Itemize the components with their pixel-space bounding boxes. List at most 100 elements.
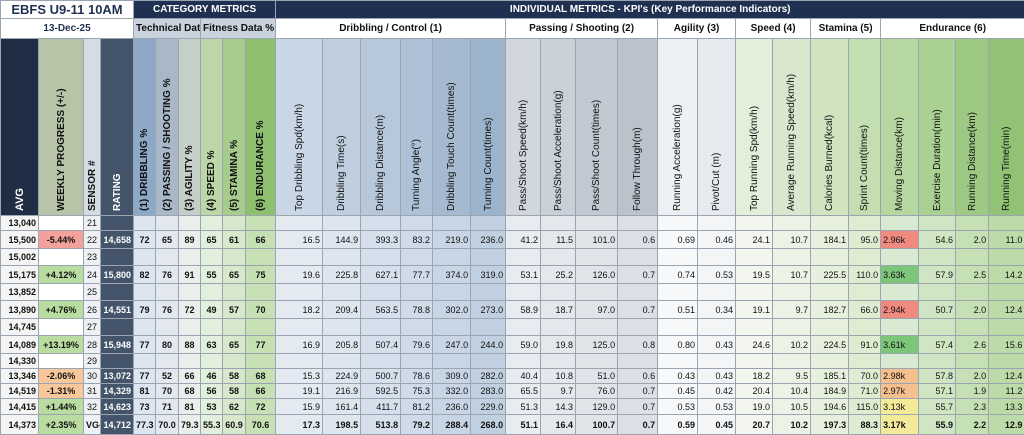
table-cell: 2.0: [956, 301, 989, 319]
table-cell: 3.13k: [881, 399, 919, 415]
table-cell: [541, 216, 576, 231]
column-header-text: Exercise Duration(min): [932, 51, 943, 211]
table-cell: [156, 319, 179, 336]
subgroup-header: Technical Data: [134, 19, 201, 39]
table-cell: 66: [246, 231, 276, 249]
table-cell: [246, 354, 276, 369]
column-header-text: Average Running Speed(km/h): [786, 51, 797, 211]
table-cell: 89: [179, 231, 201, 249]
table-cell: [201, 354, 223, 369]
table-cell: 22: [84, 231, 101, 249]
table-cell: [223, 249, 246, 266]
table-cell: [576, 354, 618, 369]
table-cell: 411.7: [361, 399, 401, 415]
table-cell: [201, 319, 223, 336]
table-cell: [576, 216, 618, 231]
column-header-text: (2) PASSING / SHOOTING %: [162, 51, 173, 211]
table-cell: [956, 216, 989, 231]
table-cell: 10.2: [773, 336, 811, 354]
table-cell: [433, 249, 471, 266]
table-cell: +4.76%: [39, 301, 84, 319]
table-cell: 29: [84, 354, 101, 369]
column-header: Dribbling Distance(m): [361, 39, 401, 216]
table-cell: 51.0: [576, 369, 618, 384]
column-header-text: Running Time(min): [1001, 51, 1012, 211]
column-header: Top Dribbling Spd(km/h): [276, 39, 323, 216]
table-cell: 91: [179, 266, 201, 284]
column-header-text: AVG: [14, 188, 26, 211]
table-cell: [618, 354, 658, 369]
table-cell: 77.7: [401, 266, 433, 284]
table-cell: [811, 284, 849, 301]
table-cell: [276, 319, 323, 336]
table-cell: 16.9: [276, 336, 323, 354]
table-cell: 0.45: [658, 384, 698, 399]
table-cell: [811, 354, 849, 369]
table-cell: [361, 284, 401, 301]
table-cell: 61: [223, 231, 246, 249]
table-cell: 14,330: [1, 354, 39, 369]
table-cell: 75: [246, 266, 276, 284]
table-cell: [201, 216, 223, 231]
table-cell: 209.4: [323, 301, 361, 319]
table-cell: 14,745: [1, 319, 39, 336]
table-cell: 65: [201, 231, 223, 249]
table-cell: [471, 284, 506, 301]
table-cell: 15,500: [1, 231, 39, 249]
table-cell: [361, 319, 401, 336]
table-cell: [323, 319, 361, 336]
table-cell: 225.5: [811, 266, 849, 284]
table-cell: 10.7: [773, 231, 811, 249]
table-cell: [134, 249, 156, 266]
table-cell: [736, 354, 773, 369]
table-cell: 11.0: [989, 231, 1024, 249]
table-cell: [201, 284, 223, 301]
table-cell: 57.9: [919, 266, 956, 284]
table-cell: [506, 284, 541, 301]
table-cell: 224.9: [323, 369, 361, 384]
table-cell: [134, 319, 156, 336]
column-header: Dribbling Time(s): [323, 39, 361, 216]
table-cell: 12.4: [989, 369, 1024, 384]
table-cell: 0.43: [698, 369, 736, 384]
table-cell: [223, 216, 246, 231]
table-cell: [576, 319, 618, 336]
column-header: AVG: [1, 39, 39, 216]
table-cell: [201, 249, 223, 266]
table-cell: 79.6: [401, 336, 433, 354]
table-cell: 0.53: [698, 266, 736, 284]
table-cell: [576, 249, 618, 266]
table-cell: 0.51: [658, 301, 698, 319]
column-header-text: Calories Burned(kcal): [824, 51, 835, 211]
table-cell: 0.42: [698, 384, 736, 399]
table-cell: [849, 319, 881, 336]
table-cell: 10.8: [541, 369, 576, 384]
table-cell: 13.3: [989, 399, 1024, 415]
table-cell: 0.69: [658, 231, 698, 249]
column-header: WEEKLY PROGRESS (+/-): [39, 39, 84, 216]
table-cell: [881, 354, 919, 369]
table-cell: [156, 354, 179, 369]
column-header-text: (6) ENDURANCE %: [255, 51, 266, 211]
table-cell: 129.0: [576, 399, 618, 415]
table-cell: 126.0: [576, 266, 618, 284]
table-cell: [401, 354, 433, 369]
table-cell: [433, 284, 471, 301]
table-cell: 0.74: [658, 266, 698, 284]
table-cell: 68: [246, 369, 276, 384]
table-cell: 76.0: [576, 384, 618, 399]
table-cell: [698, 249, 736, 266]
table-cell: 14,623: [101, 399, 134, 415]
table-cell: 76: [156, 301, 179, 319]
table-cell: [223, 284, 246, 301]
table-cell: 71: [156, 399, 179, 415]
column-header: (2) PASSING / SHOOTING %: [156, 39, 179, 216]
table-cell: 144.9: [323, 231, 361, 249]
column-header: Moving Distance(km): [881, 39, 919, 216]
